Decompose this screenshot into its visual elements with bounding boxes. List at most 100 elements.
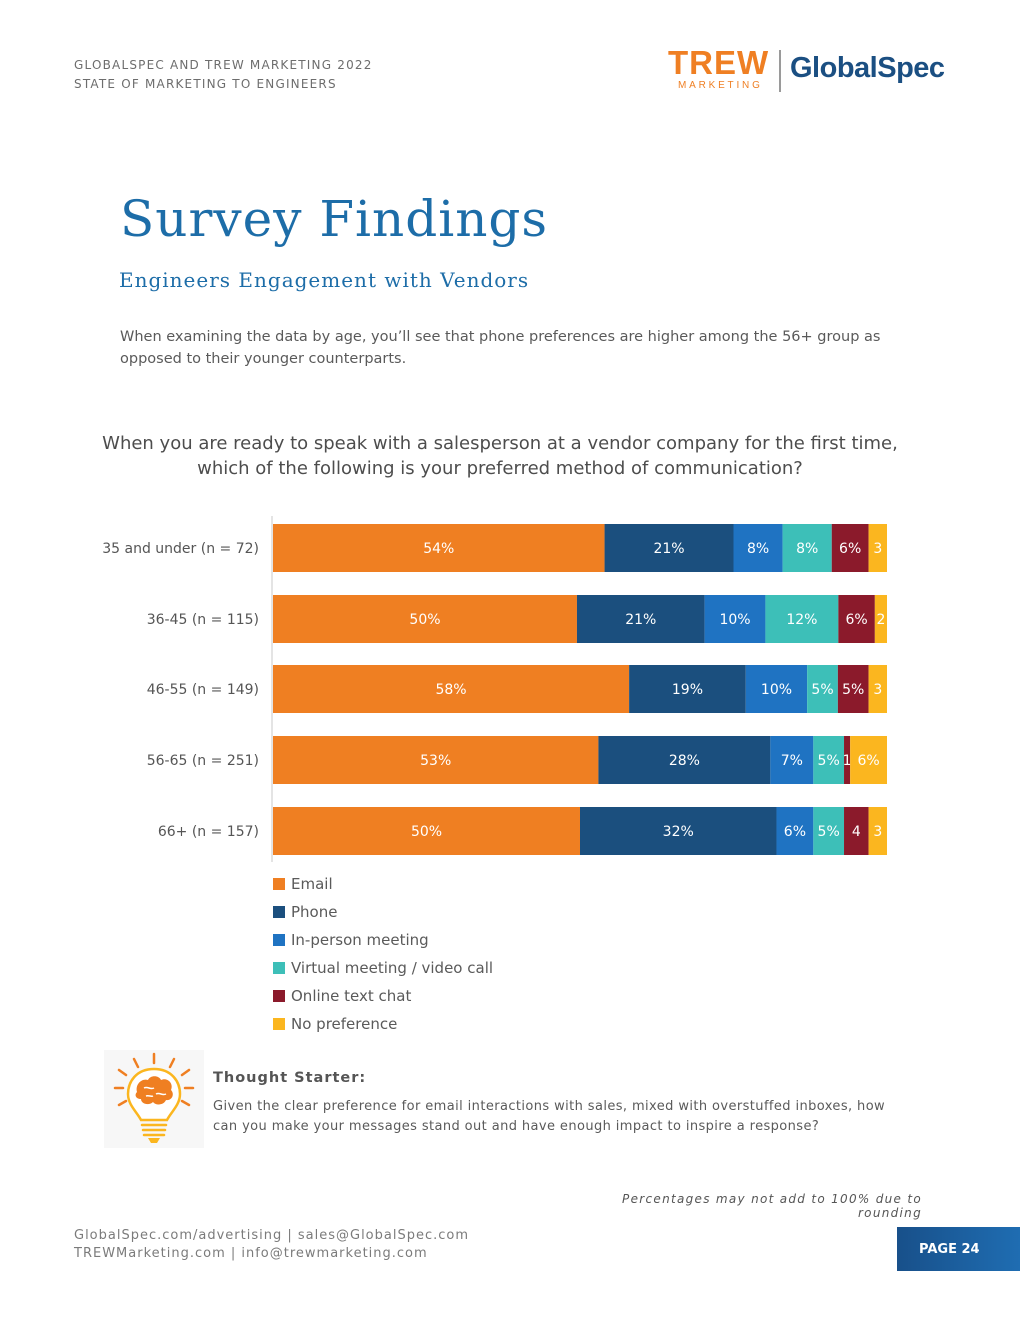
legend-item: Email (273, 870, 493, 898)
bar-segment (868, 807, 887, 855)
data-label: 28% (669, 753, 700, 769)
footer-line-1: GlobalSpec.com/advertising | sales@Globa… (74, 1228, 470, 1243)
chart-title: When you are ready to speak with a sales… (102, 433, 898, 479)
bar-segment (874, 595, 887, 643)
bar-segment (733, 524, 783, 572)
bar-segment (782, 524, 832, 572)
legend-item: Online text chat (273, 982, 493, 1010)
bar-segment (868, 524, 887, 572)
bar-segment (837, 665, 869, 713)
bar-segment (807, 665, 838, 713)
category-label: 36-45 (n = 115) (147, 612, 259, 628)
data-label: 5% (842, 682, 864, 698)
bar-segment (273, 807, 580, 855)
legend-item: Phone (273, 898, 493, 926)
data-label: 6% (845, 612, 867, 628)
category-label: 46-55 (n = 149) (147, 682, 259, 698)
data-label: 58% (435, 682, 466, 698)
data-label: 32% (663, 824, 694, 840)
page-subtitle: Engineers Engagement with Vendors (119, 268, 530, 292)
legend-label: In-person meeting (291, 931, 429, 949)
bar-segment (765, 595, 839, 643)
bar-segment (704, 595, 766, 643)
bar-segment (813, 736, 845, 784)
data-label: 4 (852, 824, 861, 840)
legend-swatch (273, 934, 285, 946)
data-label: 6% (857, 753, 879, 769)
globalspec-logo: GlobalSpec (790, 52, 945, 84)
data-label: 6% (839, 541, 861, 557)
data-label: 8% (747, 541, 769, 557)
footer-line-2: TREWMarketing.com | info@trewmarketing.c… (74, 1246, 428, 1261)
data-label: 10% (761, 682, 792, 698)
data-label: 5% (811, 682, 833, 698)
bar-segment (273, 665, 630, 713)
bar-segment (273, 736, 599, 784)
data-label: 54% (423, 541, 454, 557)
bar-segment (850, 736, 887, 784)
category-label: 66+ (n = 157) (158, 824, 259, 840)
chart-legend: Email Phone In-person meeting Virtual meeti… (273, 870, 493, 1038)
trew-logo-subtext: MARKETING (678, 80, 763, 91)
thought-starter-body: Given the clear preference for email int… (213, 1099, 886, 1134)
legend-swatch (273, 878, 285, 890)
data-label: 5% (818, 824, 840, 840)
data-label: 5% (818, 753, 840, 769)
thought-starter-title: Thought Starter: (213, 1070, 367, 1086)
page-title: Survey Findings (120, 190, 549, 248)
bar-segment (745, 665, 808, 713)
legend-label: Phone (291, 903, 338, 921)
data-label: 6% (784, 824, 806, 840)
legend-item: No preference (273, 1010, 493, 1038)
header-line-2: STATE OF MARKETING TO ENGINEERS (74, 77, 337, 91)
bar-segment (598, 736, 771, 784)
bar-segment (844, 807, 869, 855)
data-label: 21% (625, 612, 656, 628)
data-label: 3 (873, 824, 882, 840)
data-label: 3 (873, 682, 882, 698)
trew-logo: TREW (668, 44, 770, 81)
data-label: 8% (796, 541, 818, 557)
thought-starter-panel (104, 1050, 204, 1148)
category-label: 35 and under (n = 72) (102, 541, 259, 557)
category-label: 56-65 (n = 251) (147, 753, 259, 769)
bar-segment (844, 736, 851, 784)
intro-paragraph: When examining the data by age, you’ll s… (120, 329, 881, 367)
bar-segment (868, 665, 887, 713)
data-label: 53% (420, 753, 451, 769)
legend-label: Email (291, 875, 333, 893)
bar-segment (273, 595, 577, 643)
data-label: 50% (409, 612, 440, 628)
legend-item: Virtual meeting / video call (273, 954, 493, 982)
data-label: 12% (786, 612, 817, 628)
data-label: 10% (719, 612, 750, 628)
legend-item: In-person meeting (273, 926, 493, 954)
data-label: 7% (781, 753, 803, 769)
header-line-1: GLOBALSPEC AND TREW MARKETING 2022 (74, 58, 373, 72)
data-label: 21% (653, 541, 684, 557)
data-label: 19% (672, 682, 703, 698)
legend-swatch (273, 1018, 285, 1030)
bar-segment (580, 807, 777, 855)
legend-label: Online text chat (291, 987, 412, 1005)
bar-segment (604, 524, 734, 572)
legend-swatch (273, 962, 285, 974)
legend-label: No preference (291, 1015, 398, 1033)
stacked-bar-chart: 35 and under (n = 72) 54% 21% 8% 8% 6% 3 36-45 … (102, 516, 887, 862)
bar-segment (629, 665, 746, 713)
bar-segment (831, 524, 869, 572)
lightbulb-brain-icon (113, 1052, 195, 1143)
page-number-badge: PAGE 24 (897, 1227, 1020, 1271)
rounding-footnote: Percentages may not add to 100% due to r… (622, 1192, 922, 1220)
legend-swatch (273, 906, 285, 918)
logo-divider (779, 50, 781, 92)
data-label: 1 (843, 753, 852, 769)
bar-segment (273, 524, 605, 572)
bar-segment (813, 807, 845, 855)
legend-label: Virtual meeting / video call (291, 959, 494, 977)
bar-segment (776, 807, 814, 855)
data-label: 3 (873, 541, 882, 557)
bar-segment (770, 736, 814, 784)
bar-segment (838, 595, 875, 643)
bar-segment (576, 595, 705, 643)
